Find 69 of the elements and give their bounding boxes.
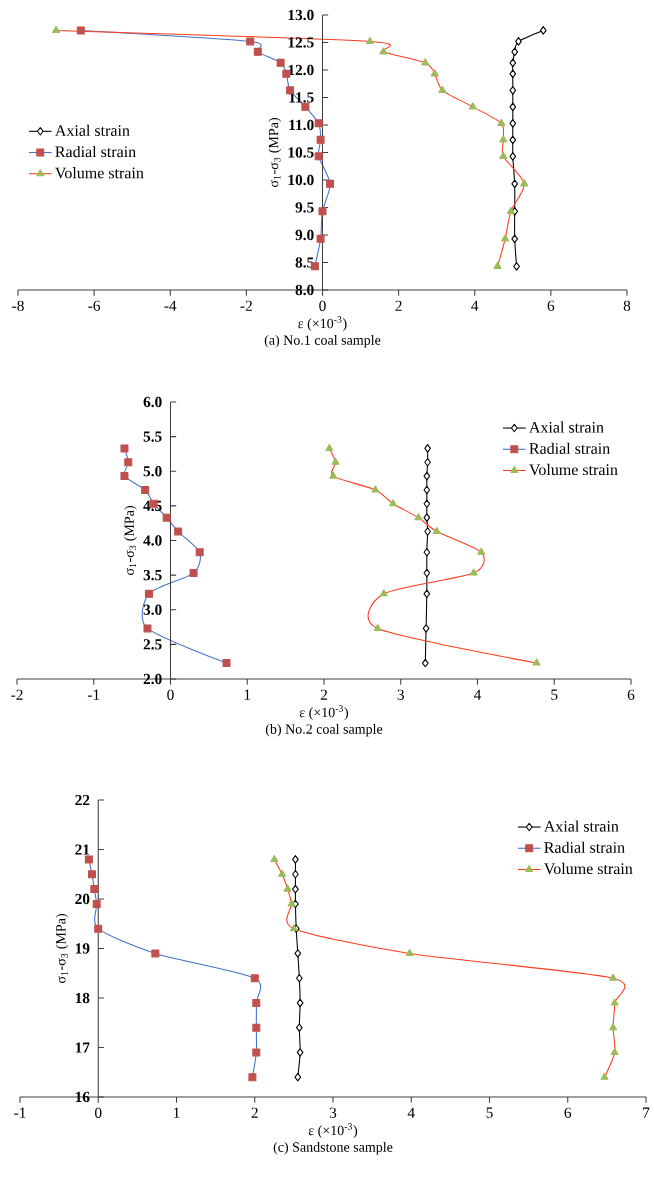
x-tick-label: 0 — [167, 689, 174, 700]
y-tick-label: 2.0 — [143, 673, 162, 685]
x-tick-label: 4 — [470, 300, 479, 311]
legend-label: Radial strain — [543, 841, 625, 853]
y-tick-label: 3.0 — [143, 604, 162, 615]
y-tick-label: 5.5 — [143, 431, 162, 442]
x-tick-label: 2 — [320, 689, 327, 700]
x-axis-title: ε (×10$^{-3}$) — [298, 316, 347, 332]
x-tick-label: 6 — [547, 300, 554, 311]
x-tick-label: -6 — [88, 300, 100, 311]
x-tick-label: 6 — [627, 689, 635, 700]
y-tick-label: 10.0 — [288, 174, 314, 186]
y-tick-label: 10.5 — [288, 147, 314, 158]
y-tick-label: 16 — [75, 1091, 90, 1103]
y-tick-label: 17 — [75, 1042, 90, 1053]
legend-label: Axial strain — [54, 124, 130, 136]
x-tick-label: 1 — [244, 689, 250, 700]
x-tick-label: 3 — [329, 1107, 336, 1118]
y-tick-label: 5.0 — [143, 466, 162, 477]
x-tick-label: 2 — [395, 300, 402, 311]
y-tick-label: 3.5 — [143, 569, 162, 581]
x-tick-label: 5 — [551, 689, 558, 700]
legend-label: Axial strain — [528, 421, 604, 433]
y-tick-label: 6.0 — [143, 396, 162, 408]
y-tick-label: 4.0 — [143, 535, 162, 546]
text: (c) Sandstone sample — [273, 1141, 393, 1155]
x-tick-label: -2 — [10, 689, 23, 700]
y-axis-title: σ$_{1}$-σ$_{3}$ (MPa) — [123, 506, 137, 576]
x-tick-label: -2 — [240, 300, 252, 311]
x-tick-label: -1 — [13, 1107, 26, 1118]
x-tick-label: 4 — [407, 1107, 415, 1118]
y-tick-label: 21 — [75, 844, 89, 855]
y-tick-label: 9.0 — [295, 229, 314, 241]
y-tick-label: 11.0 — [289, 119, 314, 131]
x-tick-label: 7 — [642, 1107, 650, 1118]
legend-label: Radial strain — [55, 145, 136, 158]
x-tick-label: 8 — [623, 300, 630, 311]
x-tick-label: 2 — [251, 1107, 258, 1118]
x-tick-label: -4 — [164, 300, 177, 311]
text: (a) No.1 coal sample — [264, 334, 381, 348]
x-tick-label: -1 — [87, 689, 99, 700]
x-tick-label: 5 — [486, 1107, 493, 1118]
y-tick-label: 19 — [75, 943, 90, 954]
legend-label: Volume strain — [543, 862, 633, 875]
x-tick-label: 6 — [564, 1107, 571, 1118]
legend-label: Volume strain — [528, 463, 618, 476]
x-tick-label: -8 — [11, 300, 24, 311]
y-tick-label: 12.0 — [288, 64, 314, 76]
x-tick-label: 3 — [397, 689, 404, 700]
y-tick-label: 8.0 — [295, 284, 314, 296]
x-axis-title: ε (×10$^{-3}$) — [299, 705, 348, 721]
x-tick-label: 1 — [173, 1107, 180, 1118]
x-tick-label: 0 — [319, 300, 326, 311]
legend-label: Radial strain — [529, 442, 610, 454]
x-tick-label: 4 — [473, 689, 481, 700]
y-tick-label: 18 — [75, 992, 90, 1004]
y-axis-title: σ$_{1}$-σ$_{3}$ (MPa) — [55, 914, 69, 984]
x-tick-label: 0 — [94, 1107, 102, 1118]
y-axis-title: σ$_{1}$-σ$_{3}$ (MPa) — [268, 118, 281, 188]
legend-label: Axial strain — [543, 820, 619, 832]
y-tick-label: 13.0 — [288, 9, 314, 21]
legend-label: Volume strain — [54, 167, 144, 179]
y-tick-label: 2.5 — [143, 639, 162, 650]
y-tick-label: 12.5 — [288, 37, 314, 48]
y-tick-label: 9.5 — [295, 202, 314, 213]
y-tick-label: 20 — [75, 893, 90, 905]
x-axis-title: ε (×10$^{-3}$) — [308, 1123, 357, 1139]
y-tick-label: 22 — [75, 794, 90, 806]
text: (b) No.2 coal sample — [265, 723, 382, 737]
